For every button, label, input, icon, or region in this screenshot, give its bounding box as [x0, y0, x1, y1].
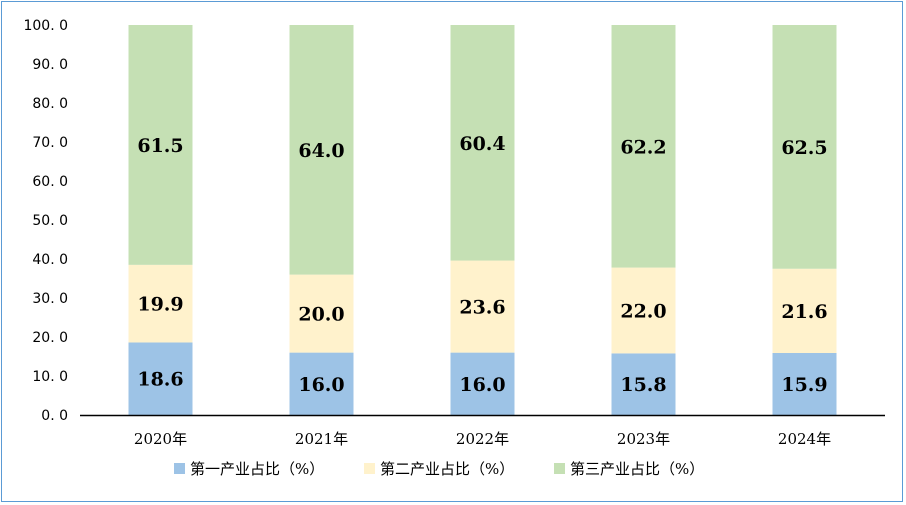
bar-segment	[128, 342, 193, 415]
data-label: 19.9	[137, 294, 183, 316]
legend-label: 第二产业占比（%）	[380, 460, 514, 478]
data-label: 15.9	[781, 374, 827, 396]
y-tick-label: 50. 0	[32, 213, 68, 229]
y-tick-label: 80. 0	[32, 96, 68, 112]
x-tick-label: 2020年	[134, 430, 187, 448]
x-tick-label: 2023年	[617, 430, 670, 448]
y-tick-label: 70. 0	[32, 135, 68, 151]
bar-segment	[450, 352, 515, 415]
y-tick-label: 30. 0	[32, 291, 68, 307]
x-tick-label: 2021年	[295, 430, 348, 448]
data-label: 18.6	[137, 369, 183, 391]
data-label: 20.0	[298, 304, 344, 326]
bar-segment	[611, 353, 676, 415]
bar-segment	[289, 352, 354, 415]
bar-segment	[772, 25, 837, 269]
bar-segment	[772, 268, 837, 353]
legend: 第一产业占比（%） 第二产业占比（%） 第三产业占比（%）	[174, 460, 704, 478]
data-label: 64.0	[298, 140, 344, 162]
bar-segment	[128, 264, 193, 343]
legend-swatch	[364, 463, 375, 474]
data-label: 60.4	[459, 133, 505, 155]
bars: 18.6 19.9 61.5 16.0 20.0 64.0 16.0 23.6 60.4 15.8…	[128, 25, 837, 415]
data-label: 15.8	[620, 374, 666, 396]
legend-label: 第一产业占比（%）	[190, 460, 324, 478]
y-tick-label: 10. 0	[32, 369, 68, 385]
legend-swatch	[174, 463, 185, 474]
y-tick-label: 100. 0	[23, 18, 68, 34]
y-tick-label: 40. 0	[32, 252, 68, 268]
y-tick-label: 20. 0	[32, 330, 68, 346]
bar-segment	[772, 352, 837, 415]
bar-segment	[611, 25, 676, 268]
bar-segment	[450, 25, 515, 261]
data-label: 21.6	[781, 301, 827, 323]
x-tick-label: 2024年	[778, 430, 831, 448]
data-label: 16.0	[298, 374, 344, 396]
x-tick-label: 2022年	[456, 430, 509, 448]
x-axis: 2020年 2021年 2022年 2023年 2024年	[80, 414, 885, 448]
y-tick-label: 60. 0	[32, 174, 68, 190]
bar-segment	[450, 260, 515, 353]
y-tick-label: 0. 0	[41, 408, 68, 424]
bar-segment	[289, 25, 354, 275]
data-label: 23.6	[459, 297, 505, 319]
bar-segment	[128, 25, 193, 265]
data-label: 61.5	[137, 135, 183, 157]
y-axis: 0. 0 10. 0 20. 0 30. 0 40. 0 50. 0 60. 0 70. 0 8…	[23, 18, 68, 424]
data-label: 62.5	[781, 137, 827, 159]
data-label: 16.0	[459, 374, 505, 396]
legend-label: 第三产业占比（%）	[570, 460, 704, 478]
legend-swatch	[554, 463, 565, 474]
data-label: 62.2	[620, 136, 666, 158]
data-label: 22.0	[620, 300, 666, 322]
y-tick-label: 90. 0	[32, 57, 68, 73]
bar-segment	[289, 274, 354, 353]
bar-segment	[611, 267, 676, 354]
